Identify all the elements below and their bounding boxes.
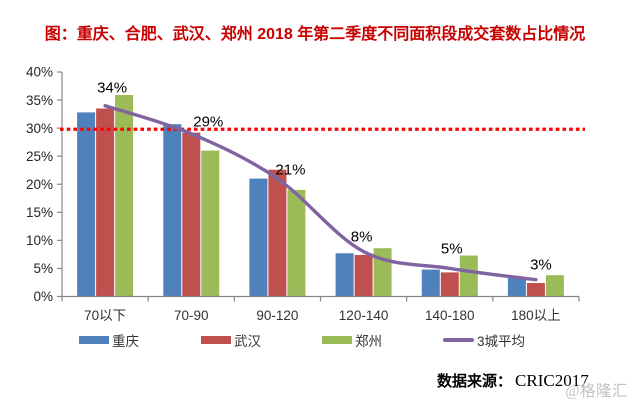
bar-chongqing-3 (335, 253, 354, 297)
legend-item-wuhan: 武汉 (201, 331, 261, 349)
bar-chongqing-0 (77, 112, 96, 297)
watermark: @格隆汇 (565, 383, 628, 400)
legend-label-chongqing: 重庆 (112, 334, 139, 349)
bar-wuhan-4 (440, 272, 459, 297)
bar-zhengzhou-5 (545, 275, 564, 297)
bar-wuhan-3 (354, 255, 373, 297)
bar-wuhan-5 (526, 283, 545, 297)
legend-swatch-chongqing (79, 336, 109, 344)
source-note-value: CRIC2017 (515, 371, 589, 390)
line-data-label: 21% (275, 162, 305, 179)
source-note-label: 数据来源： (437, 373, 513, 390)
y-axis-label: 35% (26, 93, 53, 108)
legend-label-city-average: 3城平均 (477, 334, 526, 349)
legend: 重庆 武汉 郑州 3城平均 (0, 331, 630, 349)
source-note: 数据来源： CRIC2017 (437, 370, 589, 391)
y-axis-label: 20% (26, 177, 53, 192)
y-axis-label: 25% (26, 149, 53, 164)
y-axis-label: 40% (26, 65, 53, 80)
legend-item-zhengzhou: 郑州 (322, 331, 382, 349)
line-data-label: 29% (193, 114, 223, 131)
bar-zhengzhou-4 (459, 255, 478, 297)
bar-wuhan-0 (96, 108, 115, 297)
legend-label-zhengzhou: 郑州 (355, 334, 382, 349)
line-data-label: 3% (530, 257, 552, 274)
legend-swatch-city-average (443, 338, 474, 342)
bar-zhengzhou-2 (287, 189, 306, 297)
y-axis-label: 30% (26, 121, 53, 136)
bar-chongqing-4 (421, 269, 440, 297)
x-axis-label: 180以上 (511, 308, 561, 323)
bar-chongqing-1 (163, 124, 182, 297)
y-axis-label: 0% (33, 289, 53, 304)
line-data-label: 34% (97, 80, 127, 97)
average-line (103, 104, 538, 282)
x-axis-label: 120-140 (339, 308, 389, 323)
legend-swatch-zhengzhou (322, 336, 352, 344)
x-axis-label: 140-180 (425, 308, 475, 323)
line-data-label: 8% (351, 229, 373, 246)
x-axis-label: 70以下 (84, 308, 126, 323)
legend-item-city-average: 3城平均 (443, 331, 525, 349)
y-axis-label: 15% (26, 205, 53, 220)
bar-wuhan-2 (268, 169, 287, 297)
bar-chongqing-5 (507, 278, 526, 297)
x-axis-label: 90-120 (256, 308, 298, 323)
bar-zhengzhou-1 (201, 150, 220, 297)
legend-item-chongqing: 重庆 (79, 331, 139, 349)
y-axis-label: 5% (33, 261, 53, 276)
legend-label-wuhan: 武汉 (234, 334, 261, 349)
bar-chongqing-2 (249, 178, 268, 297)
line-data-label: 5% (441, 240, 463, 257)
bar-zhengzhou-0 (115, 95, 134, 297)
y-axis-label: 10% (26, 233, 53, 248)
bar-wuhan-1 (182, 132, 201, 297)
legend-swatch-wuhan (201, 336, 231, 344)
chart-title: 图：重庆、合肥、武汉、郑州 2018 年第二季度不同面积段成交套数占比情况 (44, 26, 586, 43)
x-axis-label: 70-90 (174, 308, 209, 323)
